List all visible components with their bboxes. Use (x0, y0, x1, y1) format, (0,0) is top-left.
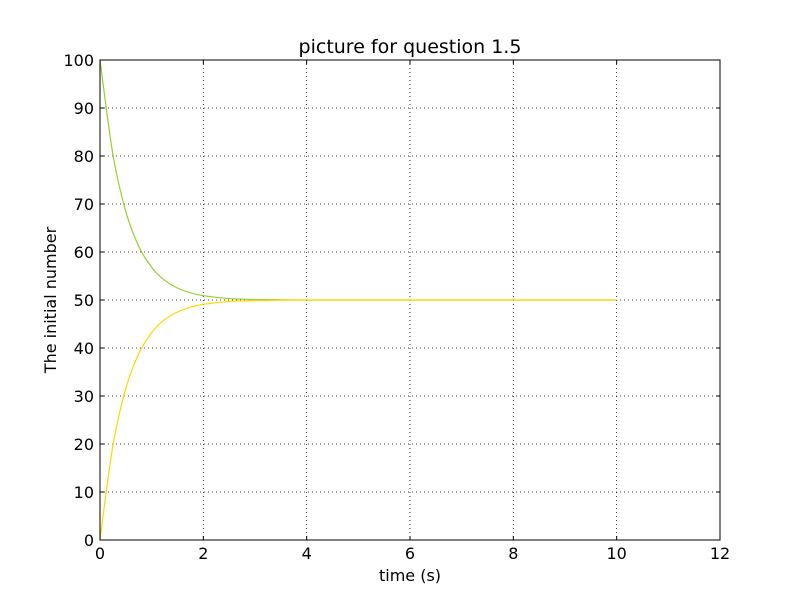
ticks (99, 59, 721, 541)
y-tick-label: 20 (74, 435, 94, 454)
x-axis-label: time (s) (379, 566, 441, 585)
y-tick-label: 30 (74, 387, 94, 406)
y-tick-label: 100 (63, 51, 94, 70)
y-tick-label: 50 (74, 291, 94, 310)
x-tick-label: 8 (508, 544, 518, 563)
x-tick-label: 6 (405, 544, 415, 563)
y-tick-label: 70 (74, 195, 94, 214)
y-axis-label: The initial number (41, 226, 60, 374)
x-tick-label: 4 (302, 544, 312, 563)
y-tick-label: 60 (74, 243, 94, 262)
x-tick-label: 0 (95, 544, 105, 563)
y-tick-label: 0 (84, 531, 94, 550)
series-layer (99, 59, 617, 541)
x-tick-label: 10 (606, 544, 626, 563)
chart-title: picture for question 1.5 (299, 36, 522, 58)
tick-labels: 0 2 4 6 8 10 12 0 10 20 30 40 50 60 70 80 90 100 (63, 51, 730, 563)
y-tick-label: 90 (74, 99, 94, 118)
series-line-2 (99, 299, 617, 541)
x-tick-label: 2 (198, 544, 208, 563)
y-tick-label: 80 (74, 147, 94, 166)
y-tick-label: 10 (74, 483, 94, 502)
y-tick-label: 40 (74, 339, 94, 358)
x-tick-label: 12 (710, 544, 730, 563)
